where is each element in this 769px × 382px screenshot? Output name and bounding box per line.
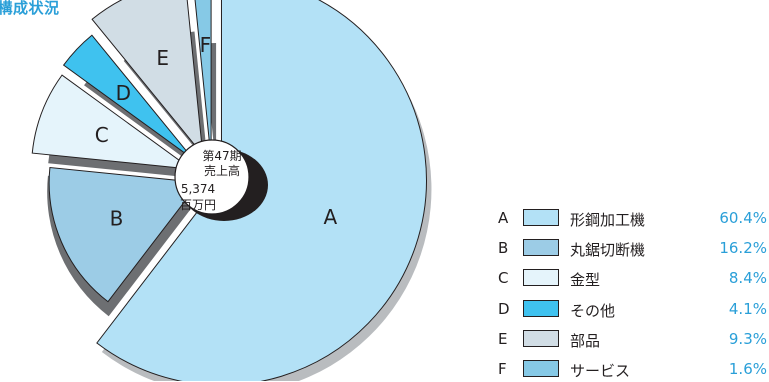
- legend-letter: A: [498, 209, 509, 227]
- legend-letter: F: [498, 360, 507, 378]
- legend-letter: E: [498, 330, 508, 348]
- legend-name: その他: [570, 302, 616, 320]
- chart-title: 高構成状況: [0, 0, 60, 17]
- legend-percent: 9.3%: [728, 330, 767, 348]
- legend-swatch-c: [523, 269, 559, 286]
- legend-swatch-e: [523, 330, 559, 347]
- legend-name: 金型: [570, 271, 601, 289]
- pie-chart: A B CD E F 第47期 売上高 5,374 百万円: [31, 0, 432, 381]
- legend-item-e: E 部品 9.3%: [498, 328, 769, 352]
- legend-percent: 16.2%: [719, 239, 767, 257]
- legend-swatch-d: [523, 300, 559, 317]
- legend-letter: B: [498, 239, 509, 257]
- legend-swatch-b: [523, 239, 559, 256]
- legend-percent: 8.4%: [728, 269, 767, 287]
- slice-label-a: A: [324, 205, 338, 229]
- legend-item-d: D その他 4.1%: [498, 298, 769, 322]
- center-label-unit: 百万円: [180, 198, 216, 212]
- legend-name: サービス: [570, 362, 631, 380]
- legend-item-f: F サービス 1.6%: [498, 358, 769, 382]
- slice-label-c: C: [95, 123, 109, 147]
- legend-name: 形鋼加工機: [570, 211, 646, 229]
- legend-swatch-f: [523, 360, 559, 377]
- center-label-period: 第47期: [202, 149, 241, 163]
- legend-letter: C: [498, 269, 509, 287]
- legend-percent: 1.6%: [728, 360, 767, 378]
- legend-letter: D: [498, 300, 510, 318]
- slice-label-f: F: [200, 33, 212, 57]
- center-label-sales: 売上高: [204, 163, 240, 178]
- legend-name: 部品: [570, 332, 601, 350]
- legend-item-a: A 形鋼加工機 60.4%: [498, 207, 769, 231]
- center-label-amount: 5,374: [181, 182, 215, 196]
- legend-name: 丸鋸切断機: [570, 241, 646, 259]
- legend-percent: 60.4%: [719, 209, 767, 227]
- legend-swatch-a: [523, 209, 559, 226]
- slice-label-e: E: [156, 46, 169, 70]
- legend-item-c: C 金型 8.4%: [498, 267, 769, 291]
- legend-item-b: B 丸鋸切断機 16.2%: [498, 237, 769, 261]
- slice-label-d: D: [116, 81, 131, 105]
- legend-percent: 4.1%: [728, 300, 767, 318]
- center-disc: [174, 139, 250, 215]
- slice-label-b: B: [110, 206, 124, 230]
